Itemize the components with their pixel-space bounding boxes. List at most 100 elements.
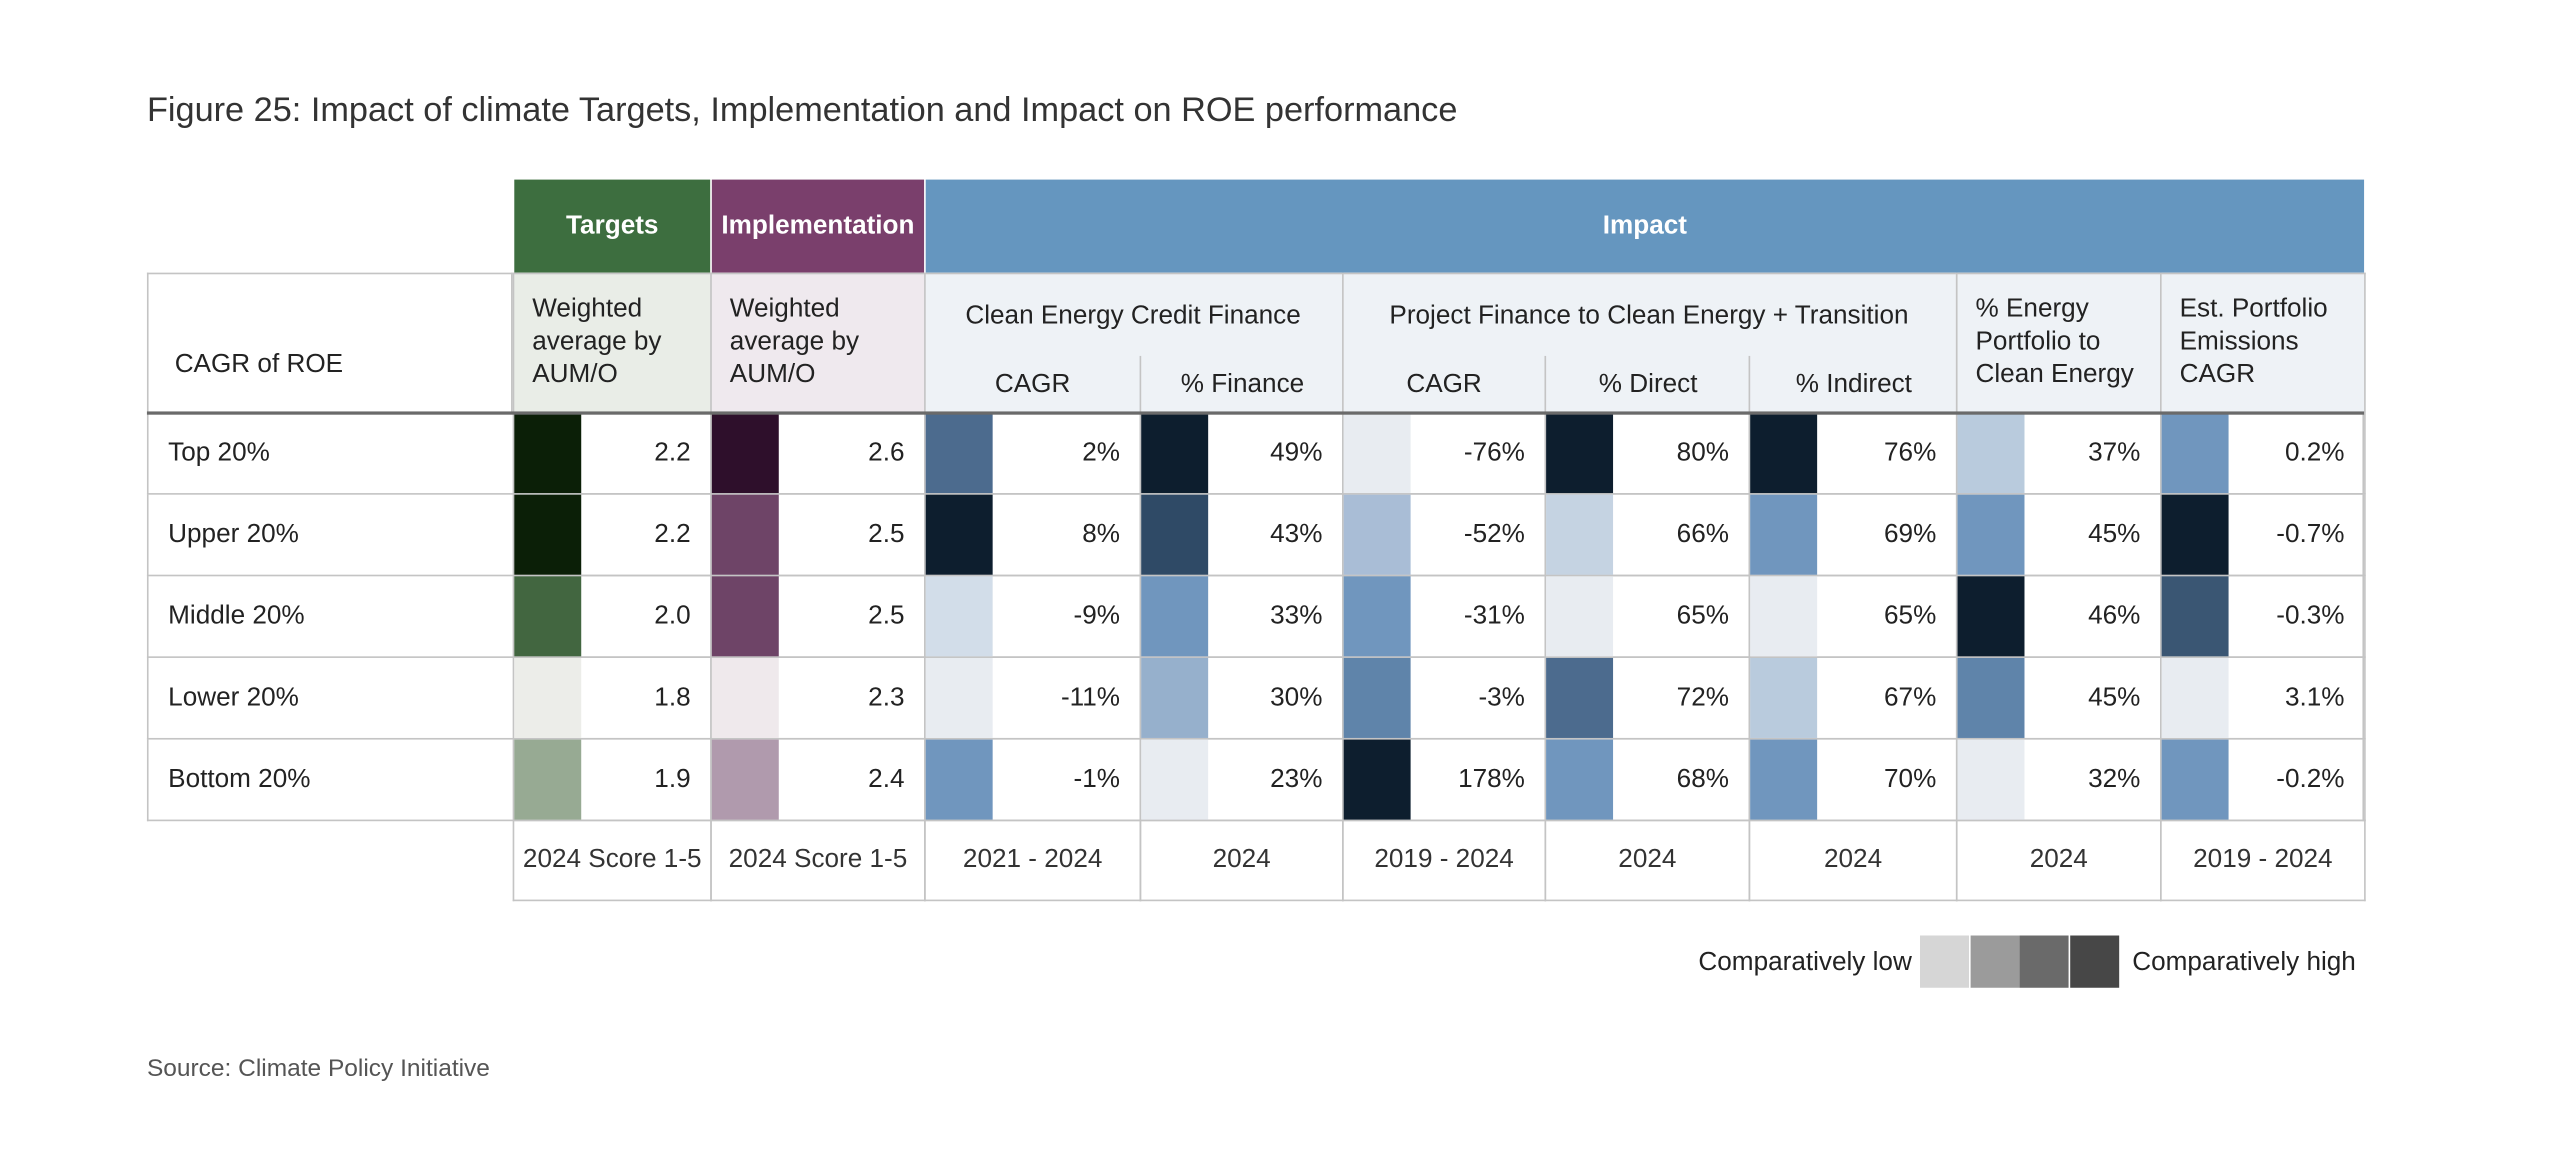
subheader: CAGR (1406, 369, 1482, 398)
footer-cell: 2024 (1748, 819, 1958, 902)
cell-value: 32% (2088, 765, 2141, 794)
color-swatch (514, 576, 582, 657)
color-swatch (925, 494, 993, 575)
footer-cell: 2024 Score 1-5 (512, 819, 712, 902)
cell (2159, 657, 2366, 740)
footer-cell: 2019 - 2024 (2159, 819, 2366, 902)
title: Figure 25: Impact of climate Targets, Im… (146, 91, 1458, 129)
cell-value: 80% (1676, 439, 1729, 467)
cell-value: 33% (1270, 602, 1323, 631)
cell-value: 69% (1884, 520, 1937, 549)
color-swatch (711, 576, 779, 657)
cell-value: 49% (1270, 439, 1323, 467)
color-swatch (1750, 494, 1818, 575)
header-divider (146, 411, 2365, 415)
color-swatch (1343, 413, 1411, 494)
cell-value: -0.2% (2276, 765, 2345, 794)
header-cell (512, 272, 712, 414)
footer-cell: 2024 (1139, 819, 1344, 902)
cell-value: 2.5 (868, 602, 905, 631)
cell-value: -1% (1073, 765, 1120, 794)
header-cell (1342, 272, 1958, 414)
cell-value: 23% (1270, 765, 1323, 794)
footer-cell: 2019 - 2024 (1342, 819, 1547, 902)
subheader: % Direct (1544, 355, 1750, 414)
cell-value: 43% (1270, 520, 1323, 549)
row-label: Upper 20% (168, 520, 299, 549)
legend-swatch (1919, 935, 1969, 988)
group-header: Impact (925, 179, 2365, 273)
color-swatch (1343, 494, 1411, 575)
color-swatch (1957, 657, 2025, 738)
color-swatch (711, 657, 779, 738)
color-swatch (1546, 413, 1614, 494)
cell-value: 68% (1676, 765, 1729, 794)
color-swatch (1957, 739, 2025, 820)
legend-swatch (2069, 935, 2119, 988)
header-cell (2159, 272, 2366, 414)
header-label: % Energy Portfolio to Clean Energy (1975, 295, 2134, 389)
cell-value: 1.8 (654, 684, 691, 712)
color-swatch (2161, 657, 2229, 738)
cell (2159, 413, 2366, 495)
color-swatch (1750, 576, 1818, 657)
color-swatch (514, 657, 582, 738)
cell-value: 2.6 (868, 439, 905, 467)
cell-value: 46% (2088, 602, 2141, 631)
legend-swatch (2019, 935, 2069, 988)
color-swatch (1750, 413, 1818, 494)
footer-cell: 2024 (1544, 819, 1751, 902)
cell-value: 2.3 (868, 684, 905, 712)
cell-value: 3.1% (2284, 684, 2345, 712)
cell-value: 2.2 (654, 439, 691, 467)
color-swatch (2161, 739, 2229, 820)
cell-value: -3% (1478, 684, 1525, 712)
cell-value: 70% (1884, 765, 1937, 794)
color-swatch (1343, 657, 1411, 738)
color-swatch (1141, 657, 1209, 738)
footer-cell: 2024 (1955, 819, 2162, 902)
cell (2159, 576, 2366, 658)
cell-value: 66% (1676, 520, 1729, 549)
cell-value: -11% (1060, 684, 1120, 712)
color-swatch (1546, 576, 1614, 657)
cell-value: 65% (1884, 602, 1937, 631)
color-swatch (1546, 657, 1614, 738)
color-swatch (1141, 494, 1209, 575)
cell-value: 72% (1676, 684, 1729, 712)
color-swatch (1546, 494, 1614, 575)
cell (2159, 739, 2366, 822)
cell-value: -9% (1073, 602, 1120, 631)
color-swatch (711, 739, 779, 820)
footer-cell: 2024 Score 1-5 (710, 819, 926, 902)
color-swatch (2161, 494, 2229, 575)
color-swatch (1957, 413, 2025, 494)
color-swatch (1141, 413, 1209, 494)
row-header: CAGR of ROE (174, 351, 344, 379)
color-swatch (514, 739, 582, 820)
legend-high: Comparatively high (2132, 948, 2356, 977)
subheader: % Indirect (1748, 355, 1958, 414)
cell-value: -76% (1463, 439, 1525, 467)
cell-value: -0.7% (2276, 520, 2345, 549)
cell-value: 8% (1082, 520, 1120, 549)
row-header-cell (146, 272, 513, 414)
row-label: Bottom 20% (168, 765, 311, 794)
color-swatch (1141, 576, 1209, 657)
cell-value: 65% (1676, 602, 1729, 631)
cell-value: 2.0 (654, 602, 691, 631)
color-swatch (1343, 576, 1411, 657)
cell-value: -0.3% (2276, 602, 2345, 631)
cell-value: 30% (1270, 684, 1323, 712)
header-label: Est. Portfolio Emissions CAGR (2179, 295, 2328, 389)
color-swatch (514, 413, 582, 494)
subheader: % Finance (1139, 355, 1344, 414)
header-label: Weighted average by AUM/O (729, 295, 860, 389)
color-swatch (1141, 739, 1209, 820)
cell-value: 2% (1082, 439, 1120, 467)
cell-value: 2.5 (868, 520, 905, 549)
header-cell (924, 272, 1344, 414)
group-header: Targets (514, 179, 711, 273)
cell (2159, 494, 2366, 577)
